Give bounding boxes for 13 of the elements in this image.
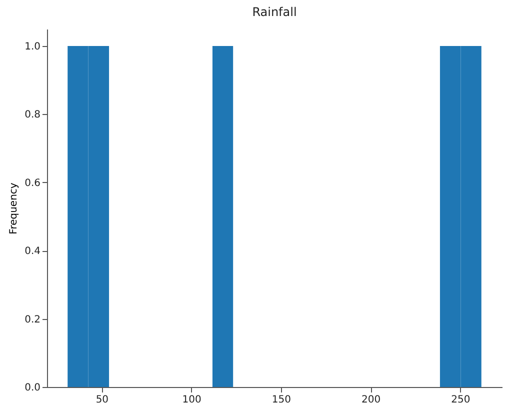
x-tick-label: 200 bbox=[362, 394, 381, 406]
x-tick-label: 150 bbox=[272, 394, 291, 406]
chart-title: Rainfall bbox=[252, 5, 297, 19]
y-tick-label: 0.4 bbox=[24, 246, 40, 258]
x-tick-label: 250 bbox=[451, 394, 470, 406]
y-tick-label: 0.8 bbox=[24, 110, 40, 121]
y-axis-title: Frequency bbox=[8, 182, 20, 234]
y-tick-label: 0.6 bbox=[24, 178, 40, 189]
y-tick-label: 1.0 bbox=[24, 42, 40, 53]
x-tick-label: 50 bbox=[96, 394, 109, 406]
y-tick-label: 0.2 bbox=[24, 314, 40, 326]
x-tick-label: 100 bbox=[182, 394, 202, 406]
y-tick-label: 0.0 bbox=[24, 382, 40, 394]
